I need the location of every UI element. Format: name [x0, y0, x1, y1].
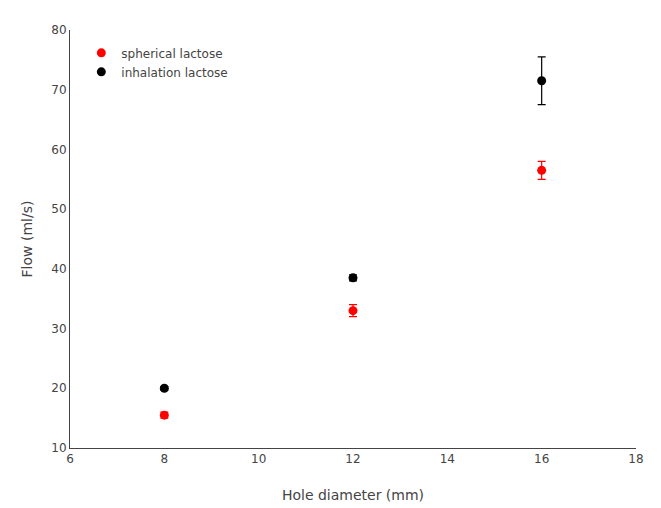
svg-text:10: 10 — [51, 441, 66, 455]
svg-text:inhalation lactose: inhalation lactose — [121, 66, 227, 80]
svg-text:20: 20 — [51, 381, 66, 395]
svg-text:10: 10 — [251, 452, 266, 466]
svg-text:50: 50 — [51, 202, 66, 216]
svg-text:70: 70 — [51, 83, 66, 97]
svg-text:16: 16 — [534, 452, 549, 466]
svg-text:80: 80 — [51, 23, 66, 37]
svg-text:6: 6 — [66, 452, 74, 466]
svg-text:14: 14 — [440, 452, 455, 466]
svg-text:Flow (ml/s): Flow (ml/s) — [19, 201, 35, 278]
svg-text:40: 40 — [51, 262, 66, 276]
svg-text:18: 18 — [628, 452, 643, 466]
svg-text:60: 60 — [51, 143, 66, 157]
svg-text:Hole diameter (mm): Hole diameter (mm) — [282, 487, 424, 503]
svg-text:spherical lactose: spherical lactose — [121, 47, 222, 61]
svg-text:12: 12 — [345, 452, 360, 466]
svg-text:30: 30 — [51, 322, 66, 336]
svg-text:8: 8 — [161, 452, 169, 466]
